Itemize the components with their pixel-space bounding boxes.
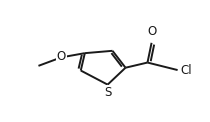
Text: O: O [57,50,66,63]
Text: O: O [147,25,156,38]
Text: Cl: Cl [181,64,193,77]
Text: S: S [104,86,111,99]
